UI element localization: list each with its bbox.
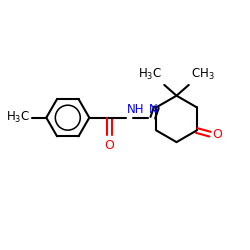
Text: N: N	[149, 103, 158, 116]
Text: H$_3$C: H$_3$C	[138, 67, 162, 82]
Text: H$_3$C: H$_3$C	[6, 110, 30, 125]
Text: O: O	[212, 128, 222, 141]
Text: NH: NH	[127, 103, 144, 116]
Text: CH$_3$: CH$_3$	[191, 67, 215, 82]
Text: O: O	[104, 139, 114, 152]
